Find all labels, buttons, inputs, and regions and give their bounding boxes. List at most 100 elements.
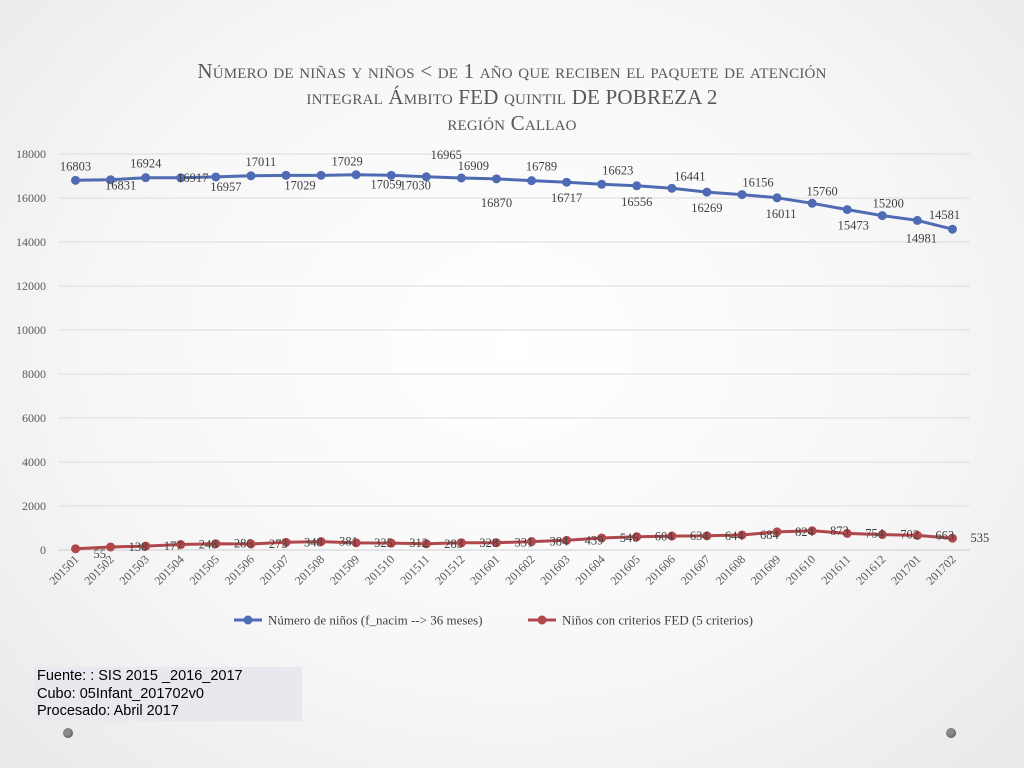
x-tick-label: 201601 (467, 552, 502, 587)
y-tick-label: 12000 (16, 279, 46, 293)
chart-title: Número de niñas y niños < de 1 año que r… (0, 58, 1024, 136)
series-2-point (386, 538, 396, 548)
series-1-point (491, 174, 501, 184)
data-label: 16831 (105, 179, 136, 193)
data-label: 17059 (371, 178, 402, 192)
series-2-point (947, 533, 957, 543)
y-tick-label: 6000 (22, 411, 46, 425)
series-line-1 (75, 173, 953, 231)
y-tick-label: 14000 (16, 235, 46, 249)
data-label: 17029 (331, 154, 362, 168)
data-label: 14981 (906, 231, 937, 245)
series-2-point (667, 531, 677, 541)
slide-decoration-dot-left (63, 728, 73, 738)
data-label: 16917 (177, 171, 208, 185)
data-label: 16556 (621, 195, 652, 209)
data-label: 17029 (284, 178, 315, 192)
chart-gridlines (58, 153, 970, 551)
series-2-point (527, 537, 537, 547)
series-1-point (912, 215, 922, 225)
series-2-point (141, 541, 151, 551)
y-axis-tick-labels: 0 2000 4000 6000 8000 10000 12000 14000 16000 180… (16, 147, 46, 557)
x-tick-label: 201605 (608, 552, 643, 587)
data-label: 634 (690, 529, 710, 543)
data-label: 684 (760, 528, 780, 542)
data-label: 286 (234, 537, 253, 551)
data-label: 16957 (210, 180, 241, 194)
x-tick-label: 201510 (362, 552, 397, 587)
data-label: 381 (339, 535, 358, 549)
series-1-point (386, 170, 396, 180)
legend-label-1: Número de niños (f_nacim --> 36 meses) (268, 613, 483, 628)
source-note: Fuente: : SIS 2015 _2016_2017 Cubo: 05In… (34, 667, 302, 721)
x-tick-label: 201608 (713, 552, 748, 587)
series-2-point (106, 542, 116, 552)
chart-title-line1: Número de niñas y niños < de 1 año que r… (197, 59, 827, 83)
data-label: 248 (199, 538, 218, 552)
cube-line: Cubo: 05Infant_201702v0 (37, 685, 204, 702)
x-tick-label: 201611 (818, 552, 853, 587)
series-1-point (106, 175, 116, 185)
data-label: 702 (900, 528, 919, 542)
x-tick-label: 201602 (502, 552, 537, 587)
series-2-point (597, 533, 607, 543)
x-tick-label: 201506 (222, 552, 257, 587)
data-label: 283 (444, 537, 463, 551)
data-label: 15473 (838, 219, 869, 233)
y-tick-label: 4000 (22, 455, 46, 469)
series-2-point (737, 530, 747, 540)
series-2-point (772, 527, 782, 537)
data-label: 55 (94, 547, 107, 561)
series-2-point (316, 537, 326, 547)
y-tick-label: 18000 (16, 147, 46, 161)
data-label: 663 (935, 528, 954, 542)
series-1-point (877, 211, 887, 221)
data-label: 17030 (400, 178, 431, 192)
series-2-point (807, 526, 817, 536)
data-label: 16924 (130, 157, 162, 171)
data-label: 325 (374, 536, 393, 550)
data-label: 348 (304, 535, 323, 549)
data-label: 15200 (873, 197, 904, 211)
data-label: 16269 (691, 201, 722, 215)
series-2-point (211, 539, 221, 549)
x-tick-label: 201609 (748, 552, 783, 587)
x-tick-label: 201701 (888, 552, 923, 587)
data-label: 644 (725, 529, 745, 543)
series-2-point (702, 531, 712, 541)
x-tick-label: 201503 (116, 552, 151, 587)
data-label: 16011 (766, 207, 797, 221)
x-tick-label: 201504 (152, 552, 187, 587)
data-label: 16803 (60, 159, 91, 173)
data-label: 177 (164, 539, 183, 553)
series-1-point (527, 176, 537, 186)
x-tick-label: 201501 (46, 552, 81, 587)
x-axis-tick-labels: 201501 201502 201503 201504 201505 201506 2015… (46, 552, 958, 587)
data-label: 873 (830, 524, 849, 538)
data-label: 273 (269, 537, 288, 551)
series-1-point (456, 173, 466, 183)
data-label: 16717 (551, 191, 582, 205)
series-2-point (632, 532, 642, 542)
x-tick-label: 201604 (572, 552, 607, 587)
series-2-point (912, 530, 922, 540)
y-tick-label: 8000 (22, 367, 46, 381)
x-tick-label: 201603 (537, 552, 572, 587)
legend-marker-1 (243, 615, 253, 625)
series-1-point (842, 205, 852, 215)
data-label: 15760 (807, 184, 838, 198)
chart-legend: Número de niños (f_nacim --> 36 meses) Ni… (234, 613, 753, 628)
slide-decoration-dot-right (946, 728, 956, 738)
data-label: 16965 (431, 148, 462, 162)
data-label: 384 (550, 535, 570, 549)
data-label: 754 (865, 526, 885, 540)
series-1-point (597, 179, 607, 189)
series-1-point (702, 187, 712, 197)
series-2-point (351, 538, 361, 548)
series-1-point (421, 172, 431, 182)
data-label: 17011 (246, 155, 277, 169)
x-tick-label: 201508 (292, 552, 327, 587)
legend-marker-2 (537, 615, 547, 625)
processed-line: Procesado: Abril 2017 (37, 703, 179, 719)
data-label: 138 (129, 540, 148, 554)
